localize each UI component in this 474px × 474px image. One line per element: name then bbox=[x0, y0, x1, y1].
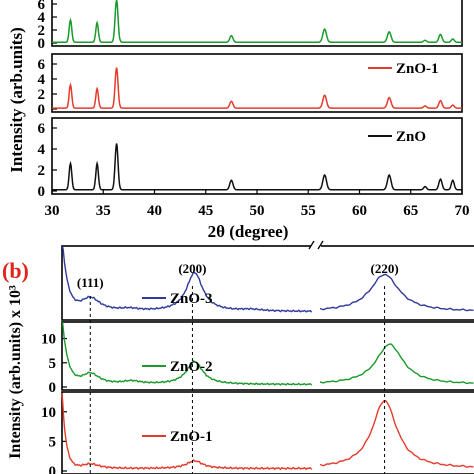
panel-b-peak-guides bbox=[89, 286, 386, 474]
x-tick-label: 40 bbox=[147, 203, 162, 219]
x-tick-label: 70 bbox=[455, 203, 470, 219]
panel-b: (b) ZnO-3 0 5 10 ZnO-2 0 5 10 ZnO-1 (111) (200)… bbox=[2, 240, 474, 474]
peak-label: (220) bbox=[370, 261, 398, 276]
panel-b-peak-labels: (111) (200) (220) bbox=[77, 261, 399, 290]
xrd-pattern-line bbox=[319, 399, 474, 468]
x-tick-label: 60 bbox=[352, 203, 367, 219]
panel-b-subplot-1: ZnO-3 bbox=[61, 245, 474, 321]
x-tick-label: 55 bbox=[301, 203, 316, 219]
xrd-pattern-line bbox=[52, 67, 462, 109]
y-tick-label: 2 bbox=[38, 87, 46, 103]
panel-a-x-axis: 30 35 40 45 50 55 60 65 70 bbox=[45, 189, 470, 219]
y-tick-label: 5 bbox=[49, 356, 57, 372]
y-tick-label: 4 bbox=[38, 10, 46, 26]
y-tick-label: 6 bbox=[38, 0, 46, 13]
xrd-pattern-line bbox=[319, 343, 474, 385]
y-tick-label: 4 bbox=[38, 72, 46, 88]
y-tick-label: 0 bbox=[38, 102, 46, 118]
panel-b-subplot-3: 0 5 10 ZnO-1 bbox=[41, 391, 474, 474]
xrd-pattern-line bbox=[62, 246, 313, 313]
x-tick-label: 50 bbox=[250, 203, 265, 219]
panel-b-y-axis-label: Intensity (arb.units) x 10³ bbox=[7, 285, 24, 459]
subplot-frame bbox=[51, 53, 463, 113]
legend-label: ZnO-1 bbox=[396, 61, 439, 77]
subplot-frame bbox=[61, 245, 474, 321]
legend-label: ZnO bbox=[396, 129, 426, 145]
subplot-frame bbox=[61, 321, 474, 391]
x-tick-label: 30 bbox=[45, 203, 60, 219]
xrd-pattern-line bbox=[62, 322, 313, 386]
y-tick-label: 0 bbox=[49, 380, 57, 396]
break-mark bbox=[317, 240, 324, 250]
y-tick-label: 4 bbox=[38, 142, 46, 158]
y-tick-label: 5 bbox=[49, 434, 57, 450]
xrd-pattern-line bbox=[52, 143, 462, 191]
xrd-pattern-line bbox=[61, 392, 313, 471]
peak-label: (111) bbox=[77, 275, 104, 290]
legend-label: ZnO-1 bbox=[170, 429, 213, 445]
y-tick-label: 0 bbox=[38, 184, 46, 200]
legend-label: ZnO-3 bbox=[170, 291, 213, 307]
xrd-pattern-line bbox=[319, 273, 474, 312]
y-tick-label: 6 bbox=[38, 57, 46, 73]
y-tick-label: 0 bbox=[38, 36, 46, 52]
y-tick-label: 10 bbox=[41, 405, 56, 421]
panel-a-x-axis-label: 2θ (degree) bbox=[208, 222, 289, 241]
panel-a-y-axis-label: Intensity (arb.units) bbox=[7, 27, 26, 172]
y-tick-label: 2 bbox=[38, 163, 46, 179]
x-tick-label: 45 bbox=[198, 203, 213, 219]
y-tick-label: 0 bbox=[49, 464, 57, 474]
legend-label: ZnO-2 bbox=[170, 359, 213, 375]
y-tick-label: 6 bbox=[38, 121, 46, 137]
y-tick-label: 2 bbox=[38, 23, 46, 39]
subplot-frame bbox=[61, 391, 474, 474]
subplot-frame bbox=[51, 0, 463, 47]
panel-b-label: (b) bbox=[2, 258, 29, 283]
break-mark bbox=[308, 240, 315, 250]
y-tick-label: 10 bbox=[41, 332, 56, 348]
xrd-pattern-line bbox=[52, 0, 462, 43]
panel-a-subplot-3: 0 2 4 6 ZnO bbox=[38, 117, 463, 200]
x-tick-label: 65 bbox=[403, 203, 418, 219]
x-tick-label: 35 bbox=[96, 203, 111, 219]
panel-b-subplot-2: 0 5 10 ZnO-2 bbox=[41, 321, 474, 396]
break-gap bbox=[311, 240, 321, 250]
peak-label: (200) bbox=[178, 261, 206, 276]
panel-b-axis-break bbox=[308, 240, 324, 250]
